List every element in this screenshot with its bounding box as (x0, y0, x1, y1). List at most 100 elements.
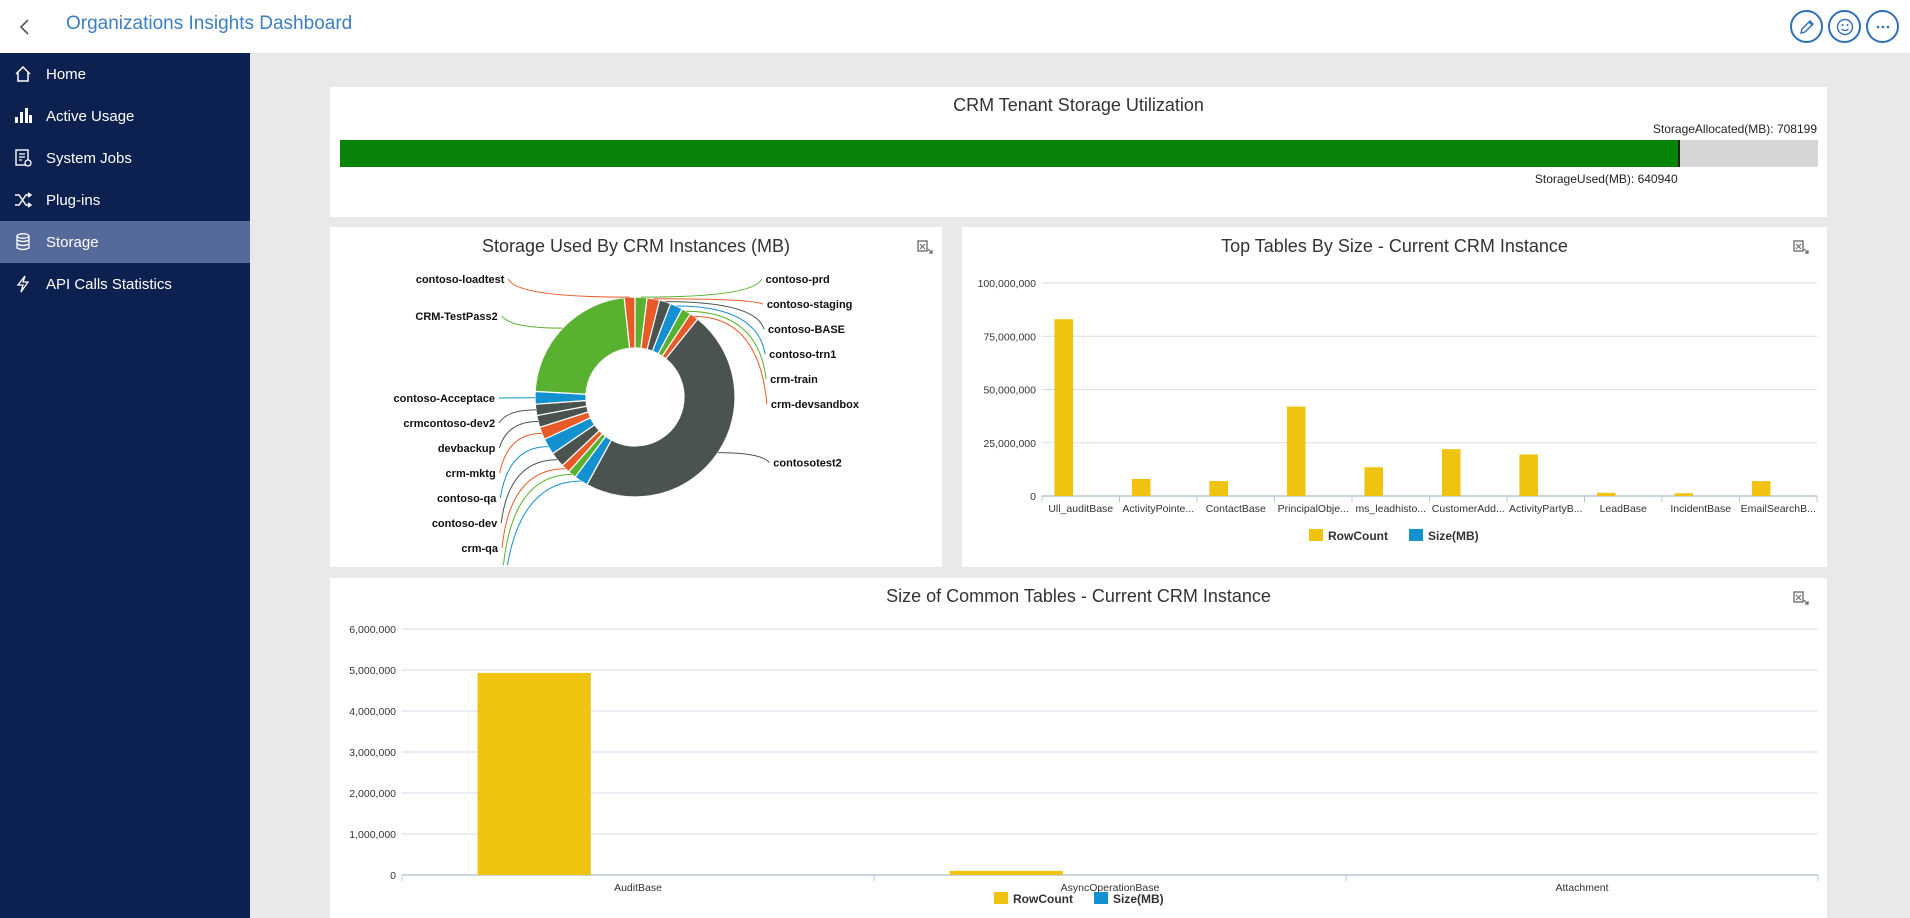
donut-leader-line (694, 315, 768, 405)
bar-rowcount[interactable] (1674, 493, 1693, 496)
bar-rowcount[interactable] (1596, 492, 1616, 496)
legend-swatch-rowcount (994, 892, 1008, 904)
sidebar-item-active-usage[interactable]: Active Usage (0, 95, 250, 137)
y-tick-label: 75,000,000 (983, 331, 1036, 343)
shuffle-icon (0, 190, 46, 210)
donut-label: contoso-staging (767, 299, 853, 311)
y-tick-label: 6,000,000 (349, 624, 396, 636)
bar-rowcount[interactable] (1054, 319, 1073, 496)
donut-chart-title: Storage Used By CRM Instances (MB) (481, 236, 791, 256)
donut-label: crm-qa (461, 543, 499, 555)
export-icon[interactable] (1792, 238, 1810, 256)
bar-rowcount[interactable] (1209, 481, 1228, 496)
bar-rowcount[interactable] (1519, 454, 1538, 496)
sidebar-item-plug-ins[interactable]: Plug-ins (0, 179, 250, 221)
donut-leader-line (676, 305, 766, 355)
x-tick-label: AsyncOperationBase (1061, 882, 1160, 894)
donut-leader-line (499, 432, 542, 474)
app-title: Organizations Insights Dashboard (66, 13, 353, 34)
sidebar-item-storage[interactable]: Storage (0, 221, 250, 263)
legend-swatch-rowcount (1309, 529, 1323, 541)
storage-used-label: StorageUsed(MB): 640940 (1534, 172, 1678, 186)
bar-rowcount[interactable] (1131, 478, 1151, 496)
bar-rowcount[interactable] (477, 672, 591, 875)
legend-label-size[interactable]: Size(MB) (1113, 892, 1164, 906)
x-tick-label: CustomerAdd... (1432, 503, 1505, 515)
sidebar-item-label: Home (46, 65, 87, 83)
donut-leader-line (641, 278, 763, 298)
donut-leader-line (498, 409, 536, 424)
more-icon (1876, 25, 1889, 28)
donut-label: contoso-dev (432, 518, 498, 530)
more-options-button[interactable] (1866, 10, 1899, 43)
donut-label: CRM-TestPass2 (415, 311, 497, 323)
y-tick-label: 0 (390, 870, 396, 882)
export-icon[interactable] (916, 238, 934, 256)
lightning-icon (0, 274, 46, 294)
common-tables-chart: 0 1,000,000 2,000,000 3,000,000 4,000,000 5,0… (349, 624, 1819, 906)
bar-rowcount[interactable] (1286, 406, 1306, 496)
donut-slice[interactable] (586, 318, 736, 498)
storage-allocated-label: StorageAllocated(MB): 708199 (1652, 122, 1817, 136)
sidebar-item-api-calls[interactable]: API Calls Statistics (0, 263, 250, 305)
bar-rowcount[interactable] (949, 870, 1063, 875)
donut-label: contoso-trn1 (769, 349, 836, 361)
donut-label: crmcontoso-dev2 (403, 418, 495, 430)
donut-leader-line (653, 298, 764, 305)
feedback-button[interactable] (1828, 10, 1861, 43)
y-tick-label: 50,000,000 (983, 385, 1036, 397)
legend-label-rowcount[interactable]: RowCount (1013, 892, 1073, 906)
sidebar-item-system-jobs[interactable]: System Jobs (0, 137, 250, 179)
x-tick-label: AuditBase (614, 882, 662, 894)
donut-leader-line (503, 474, 572, 565)
donut-leader-line (498, 421, 539, 449)
storage-utilization-bar (340, 140, 1818, 167)
bar-rowcount[interactable] (1441, 449, 1461, 496)
donut-label: contoso-Acceptace (394, 393, 495, 405)
x-tick-label: Ull_auditBase (1048, 503, 1113, 515)
storage-used-fill (340, 140, 1678, 167)
sidebar-item-home[interactable]: Home (0, 53, 250, 95)
legend-label-rowcount[interactable]: RowCount (1328, 529, 1388, 543)
storage-by-instance-panel: Storage Used By CRM Instances (MB) conto… (330, 227, 942, 567)
donut-leader-line (508, 278, 630, 298)
y-tick-label: 0 (1030, 491, 1036, 503)
x-tick-label: ms_leadhisto... (1355, 503, 1426, 515)
x-tick-label: PrincipalObje... (1278, 503, 1349, 515)
y-tick-label: 5,000,000 (349, 665, 396, 677)
x-tick-label: ActivityPartyB... (1509, 503, 1583, 515)
legend-label-size[interactable]: Size(MB) (1428, 529, 1479, 543)
donut-leader-line (501, 468, 566, 548)
sidebar: Home Active Usage System Jobs Plug-ins S… (0, 53, 250, 918)
sidebar-item-label: Storage (46, 233, 99, 251)
y-tick-label: 4,000,000 (349, 706, 396, 718)
donut-leader-line (718, 452, 770, 463)
bar-rowcount[interactable] (1751, 481, 1771, 496)
donut-leader-line (506, 480, 581, 565)
donut-label: devbackup (438, 443, 496, 455)
home-icon (0, 64, 46, 84)
donut-label: contoso-BASE (768, 324, 845, 336)
chevron-left-icon (19, 19, 29, 35)
export-icon[interactable] (1792, 589, 1810, 607)
legend-swatch-size (1094, 892, 1108, 904)
storage-utilization-title: CRM Tenant Storage Utilization (953, 95, 1204, 115)
donut-label: crm-train (770, 374, 818, 386)
donut-leader-line (501, 315, 563, 329)
edit-button[interactable] (1790, 10, 1823, 43)
pencil-icon (1799, 19, 1814, 34)
donut-slice[interactable] (534, 296, 631, 395)
donut-label: contoso-qa (437, 493, 497, 505)
donut-label: crm-mktg (446, 468, 496, 480)
donut-chart: contoso-prd contoso-staging contoso-BASE co… (394, 274, 860, 565)
sidebar-item-label: System Jobs (46, 149, 132, 167)
donut-label: contoso-prd (766, 274, 830, 286)
donut-label: contosotest2 (773, 458, 841, 470)
x-tick-label: ContactBase (1206, 503, 1266, 515)
top-header: Organizations Insights Dashboard (0, 0, 1910, 53)
top-tables-title: Top Tables By Size - Current CRM Instanc… (1221, 236, 1568, 256)
donut-leader-line (500, 459, 558, 524)
back-button[interactable] (8, 12, 38, 42)
bar-rowcount[interactable] (1364, 467, 1383, 496)
